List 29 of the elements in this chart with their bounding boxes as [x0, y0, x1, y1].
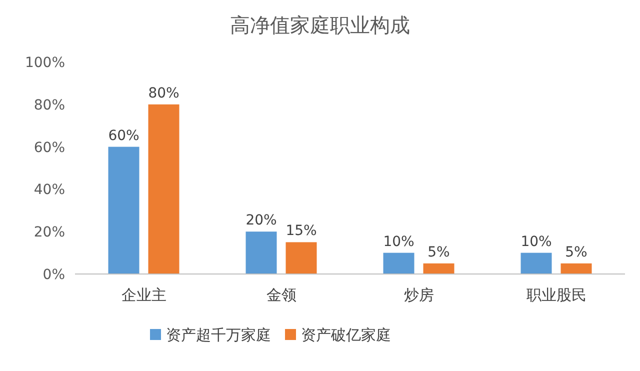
y-tick-label: 100% [24, 55, 65, 71]
data-label: 20% [246, 212, 277, 229]
bar [423, 263, 454, 274]
x-tick-label: 炒房 [404, 286, 434, 304]
bar [148, 104, 180, 274]
y-tick-label: 20% [34, 224, 65, 241]
data-label: 80% [148, 85, 180, 102]
y-tick-label: 80% [34, 97, 65, 114]
bar [246, 232, 277, 274]
legend-label: 资产超千万家庭 [166, 326, 271, 344]
bar [108, 146, 140, 274]
bar [286, 242, 317, 274]
x-tick-label: 职业股民 [526, 286, 586, 304]
bar [560, 263, 592, 274]
legend-label: 资产破亿家庭 [301, 326, 391, 344]
data-label: 10% [520, 234, 552, 250]
data-label: 5% [428, 244, 450, 260]
bar [520, 252, 552, 274]
y-tick-label: 40% [34, 182, 65, 198]
bar [383, 252, 414, 274]
data-label: 10% [383, 234, 414, 250]
data-label: 60% [108, 128, 140, 144]
y-tick-label: 60% [34, 140, 65, 156]
x-tick-label: 企业主 [121, 286, 166, 304]
data-label: 15% [286, 223, 317, 240]
y-tick-label: 0% [42, 267, 65, 283]
chart-title: 高净值家庭职业构成 [230, 13, 410, 37]
data-label: 5% [565, 244, 588, 260]
x-tick-label: 金领 [266, 286, 296, 304]
